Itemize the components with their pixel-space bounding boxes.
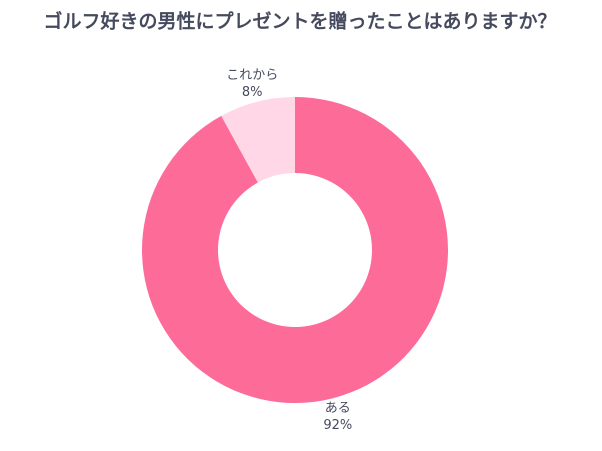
slice-category-label: ある (325, 401, 351, 416)
slice-value-label: 8% (242, 85, 263, 100)
slice-value-label: 92% (323, 418, 352, 433)
donut-slice (141, 97, 448, 403)
donut-slice (221, 97, 295, 183)
slice-category-label: これから (226, 68, 278, 83)
chart-title: ゴルフ好きの男性にプレゼントを贈ったことはありますか？ (43, 10, 556, 33)
